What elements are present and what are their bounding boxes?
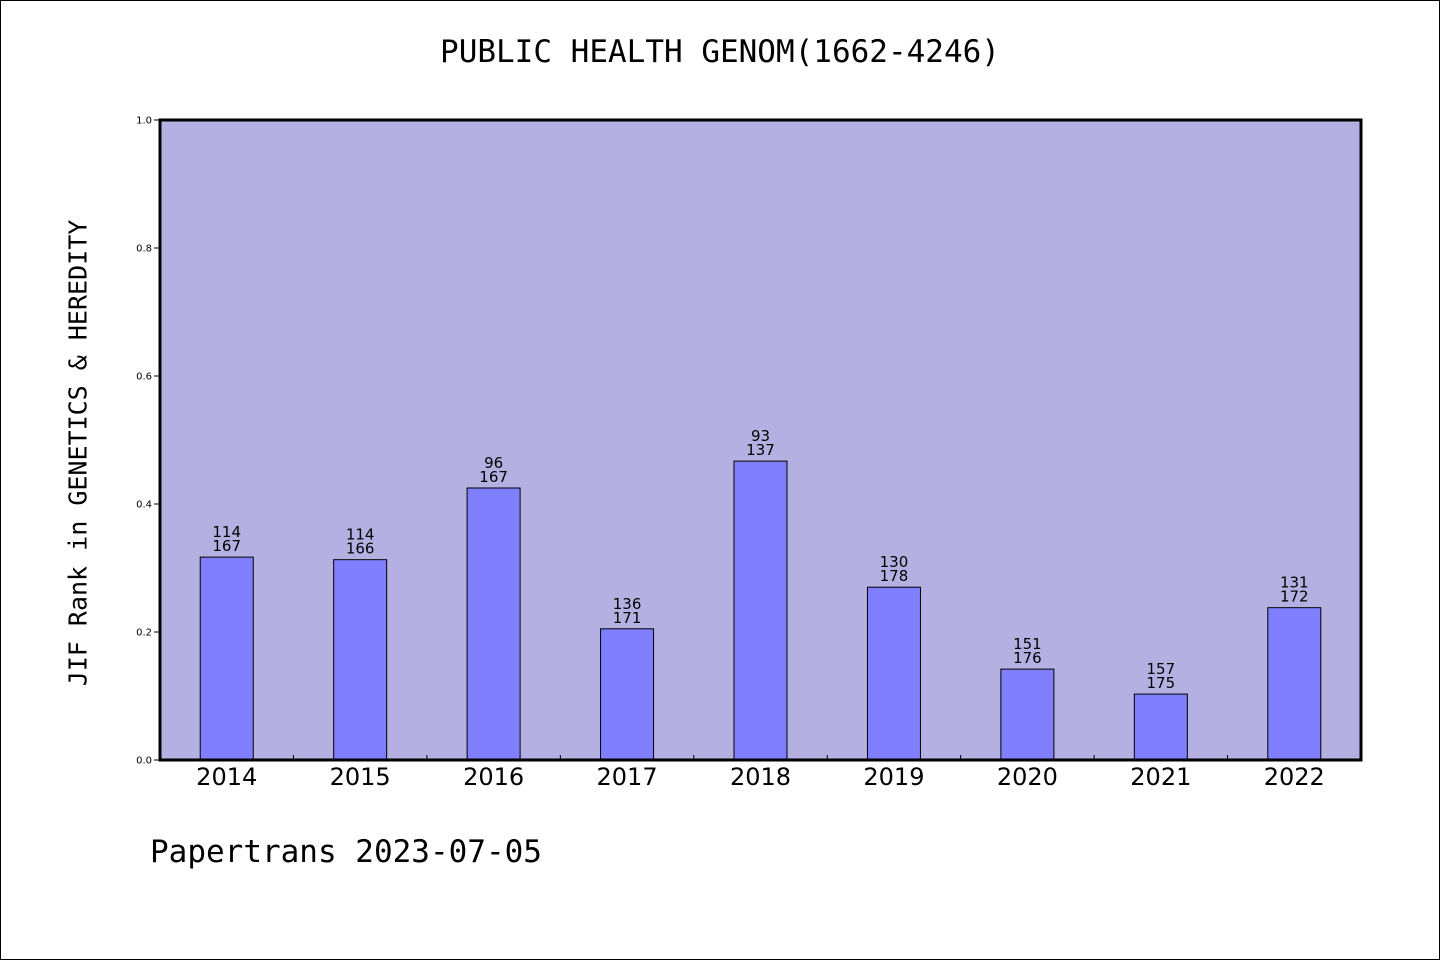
bar-rank-label: 93: [751, 427, 770, 445]
bar-total-label: 137: [746, 441, 775, 459]
bar-rank-label: 96: [484, 454, 503, 472]
x-tick-label: 2014: [196, 763, 257, 791]
bar: [1133, 693, 1188, 761]
x-tick-label: 2020: [997, 763, 1058, 791]
x-tick-label: 2015: [330, 763, 391, 791]
bar-rank-label: 136: [613, 595, 642, 613]
bar-total-label: 167: [479, 468, 508, 486]
x-tick-label: 2016: [463, 763, 524, 791]
plot-border: [158, 118, 1363, 762]
y-tick-label: 0.4: [136, 500, 152, 511]
bar: [600, 628, 655, 761]
bar-total-label: 166: [346, 540, 375, 558]
bar-rank-label: 151: [1013, 635, 1042, 653]
bar-total-label: 167: [212, 537, 241, 555]
bar: [1000, 668, 1055, 761]
bar-total-label: 172: [1280, 588, 1309, 606]
y-tick-label: 0.8: [136, 244, 152, 255]
bar-rank-label: 114: [212, 523, 241, 541]
y-tick-label: 0.2: [136, 628, 152, 639]
bar-rank-label: 157: [1147, 660, 1176, 678]
bar-rank-label: 131: [1280, 574, 1309, 592]
bar: [733, 460, 788, 761]
chart-title: PUBLIC HEALTH GENOM(1662-4246): [440, 34, 1000, 70]
bar: [866, 586, 921, 761]
x-tick-label: 2022: [1264, 763, 1325, 791]
x-tick-label: 2021: [1130, 763, 1191, 791]
bar: [1267, 607, 1322, 761]
bar-rank-label: 114: [346, 526, 375, 544]
bar: [333, 559, 388, 761]
x-tick-label: 2018: [730, 763, 791, 791]
bar-total-label: 175: [1147, 674, 1176, 692]
y-tick-label: 1.0: [136, 116, 152, 127]
y-tick-label: 0.0: [136, 756, 152, 767]
x-tick-label: 2017: [597, 763, 658, 791]
bar-total-label: 178: [880, 567, 909, 585]
bar: [199, 556, 254, 761]
bar-rank-label: 130: [880, 553, 909, 571]
x-tick-label: 2019: [863, 763, 924, 791]
footer-text: Papertrans 2023-07-05: [150, 834, 542, 870]
bar: [466, 487, 521, 761]
bar-total-label: 171: [613, 609, 642, 627]
y-tick-label: 0.6: [136, 372, 152, 383]
bar-total-label: 176: [1013, 649, 1042, 667]
